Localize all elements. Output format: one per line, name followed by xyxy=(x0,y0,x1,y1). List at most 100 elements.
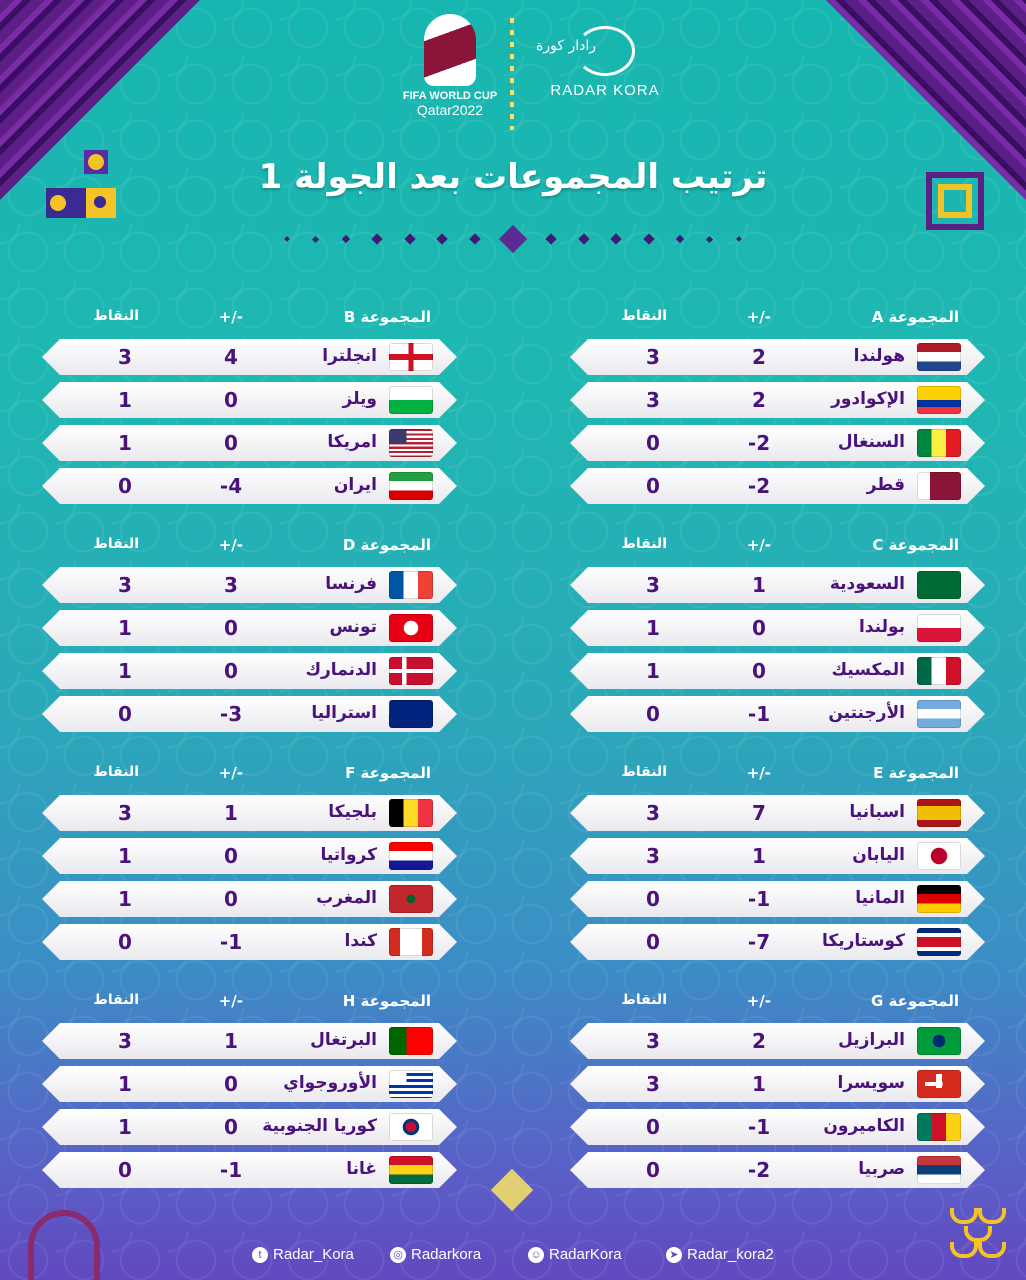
team-row: هولندا 2 3 xyxy=(570,339,985,375)
team-name: ايران xyxy=(333,475,377,495)
team-points: 0 xyxy=(646,702,660,726)
goal-difference: 2 xyxy=(752,1029,766,1053)
goal-difference: -7 xyxy=(747,930,771,954)
team-name: اسبانيا xyxy=(849,802,905,822)
team-name: استراليا xyxy=(311,703,377,723)
goal-difference: 0 xyxy=(224,659,238,683)
team-row: السنغال -2 0 xyxy=(570,425,985,461)
points-column-label: النقاط xyxy=(93,764,139,780)
team-name: كوستاريكا xyxy=(821,931,905,951)
portugal-flag-icon xyxy=(389,1027,433,1055)
team-row: غانا -1 0 xyxy=(42,1152,457,1188)
team-points: 1 xyxy=(118,844,132,868)
group-header: المجموعة B +/- النقاط xyxy=(42,306,457,332)
team-row: المغرب 0 1 xyxy=(42,881,457,917)
team-points: 3 xyxy=(118,801,132,825)
group-header: المجموعة A +/- النقاط xyxy=(570,306,985,332)
team-points: 0 xyxy=(118,1158,132,1182)
page-title: ترتيب المجموعات بعد الجولة 1 xyxy=(258,157,768,197)
goal-difference: 4 xyxy=(224,345,238,369)
diff-column-label: +/- xyxy=(746,992,771,1010)
points-column-label: النقاط xyxy=(93,308,139,324)
team-name: البرتغال xyxy=(310,1030,377,1050)
team-name: فرنسا xyxy=(325,574,377,594)
header: FIFA WORLD CUP Qatar2022 رادار كورة RADA… xyxy=(0,8,1026,133)
team-name: انجلترا xyxy=(322,346,377,366)
team-name: بولندا xyxy=(858,617,905,637)
serbia-flag-icon xyxy=(917,1156,961,1184)
team-points: 0 xyxy=(646,887,660,911)
center-ornament-icon xyxy=(498,224,528,254)
tunisia-flag-icon xyxy=(389,614,433,642)
group-table: المجموعة C +/- النقاط السعودية 1 3 بولندا 0 1 الم… xyxy=(570,534,985,732)
team-name: الأرجنتين xyxy=(828,703,905,723)
wc-line1: FIFA WORLD CUP xyxy=(402,90,498,102)
team-points: 3 xyxy=(646,844,660,868)
team-row: كرواتيا 0 1 xyxy=(42,838,457,874)
team-points: 3 xyxy=(646,388,660,412)
goal-difference: 7 xyxy=(752,801,766,825)
team-name: سويسرا xyxy=(837,1073,905,1093)
team-row: الإكوادور 2 3 xyxy=(570,382,985,418)
brand-english: RADAR KORA xyxy=(550,82,660,99)
snapchat-link[interactable]: ☺ RadarKora xyxy=(528,1246,622,1263)
group-header: المجموعة C +/- النقاط xyxy=(570,534,985,560)
team-row: الأوروجواي 0 1 xyxy=(42,1066,457,1102)
goal-difference: 0 xyxy=(224,616,238,640)
team-name: تونس xyxy=(329,617,377,637)
group-name: المجموعة A xyxy=(871,308,959,326)
team-points: 0 xyxy=(646,930,660,954)
goal-difference: 0 xyxy=(752,659,766,683)
twitter-handle: Radar_Kora xyxy=(273,1246,354,1263)
group-name: المجموعة G xyxy=(871,992,959,1010)
group-table: المجموعة H +/- النقاط البرتغال 1 3 الأوروجواي 0… xyxy=(42,990,457,1188)
team-name: المكسيك xyxy=(831,660,905,680)
team-row: انجلترا 4 3 xyxy=(42,339,457,375)
france-flag-icon xyxy=(389,571,433,599)
wc-line2: Qatar2022 xyxy=(416,102,484,118)
telegram-icon: ➤ xyxy=(666,1246,682,1263)
team-row: البرازيل 2 3 xyxy=(570,1023,985,1059)
qatar-pattern-icon-right xyxy=(926,172,984,230)
world-cup-emblem-icon xyxy=(424,14,476,86)
team-name: السعودية xyxy=(829,574,905,594)
telegram-link[interactable]: ➤ Radar_kora2 xyxy=(666,1246,774,1263)
netherlands-flag-icon xyxy=(917,343,961,371)
group-name: المجموعة B xyxy=(343,308,431,326)
argentina-flag-icon xyxy=(917,700,961,728)
twitter-icon: t xyxy=(252,1246,268,1263)
points-column-label: النقاط xyxy=(621,764,667,780)
team-points: 3 xyxy=(118,1029,132,1053)
goal-difference: 0 xyxy=(752,616,766,640)
brand-arabic: رادار كورة xyxy=(536,38,596,54)
southkorea-flag-icon xyxy=(389,1113,433,1141)
goal-difference: 0 xyxy=(224,431,238,455)
team-name: المانيا xyxy=(855,888,905,908)
team-points: 3 xyxy=(646,345,660,369)
goal-difference: 1 xyxy=(752,1072,766,1096)
group-table: المجموعة A +/- النقاط هولندا 2 3 الإكوادور 2 3 ال… xyxy=(570,306,985,504)
team-points: 0 xyxy=(646,1115,660,1139)
team-row: الكاميرون -1 0 xyxy=(570,1109,985,1145)
goal-difference: -1 xyxy=(219,1158,243,1182)
goal-difference: 2 xyxy=(752,388,766,412)
goal-difference: -1 xyxy=(747,887,771,911)
team-name: كوريا الجنوبية xyxy=(262,1116,377,1136)
snapchat-handle: RadarKora xyxy=(549,1246,622,1263)
team-name: هولندا xyxy=(853,346,905,366)
team-name: الأوروجواي xyxy=(283,1073,377,1093)
radar-kora-logo: رادار كورة RADAR KORA xyxy=(536,26,670,99)
team-name: صربيا xyxy=(858,1159,905,1179)
title-dots-divider xyxy=(284,224,742,254)
canada-flag-icon xyxy=(389,928,433,956)
goal-difference: -2 xyxy=(747,431,771,455)
instagram-link[interactable]: ◎ Radarkora xyxy=(390,1246,481,1263)
group-name: المجموعة F xyxy=(345,764,431,782)
morocco-flag-icon xyxy=(389,885,433,913)
twitter-link[interactable]: t Radar_Kora xyxy=(252,1246,354,1263)
croatia-flag-icon xyxy=(389,842,433,870)
goal-difference: 3 xyxy=(224,573,238,597)
qatar-pattern-icon-left xyxy=(46,150,122,226)
team-row: سويسرا 1 3 xyxy=(570,1066,985,1102)
team-row: ايران -4 0 xyxy=(42,468,457,504)
